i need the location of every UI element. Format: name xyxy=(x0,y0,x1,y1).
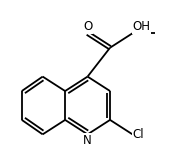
Text: OH: OH xyxy=(133,20,151,33)
Text: N: N xyxy=(83,134,92,147)
Text: O: O xyxy=(83,20,92,33)
Text: Cl: Cl xyxy=(133,128,144,141)
